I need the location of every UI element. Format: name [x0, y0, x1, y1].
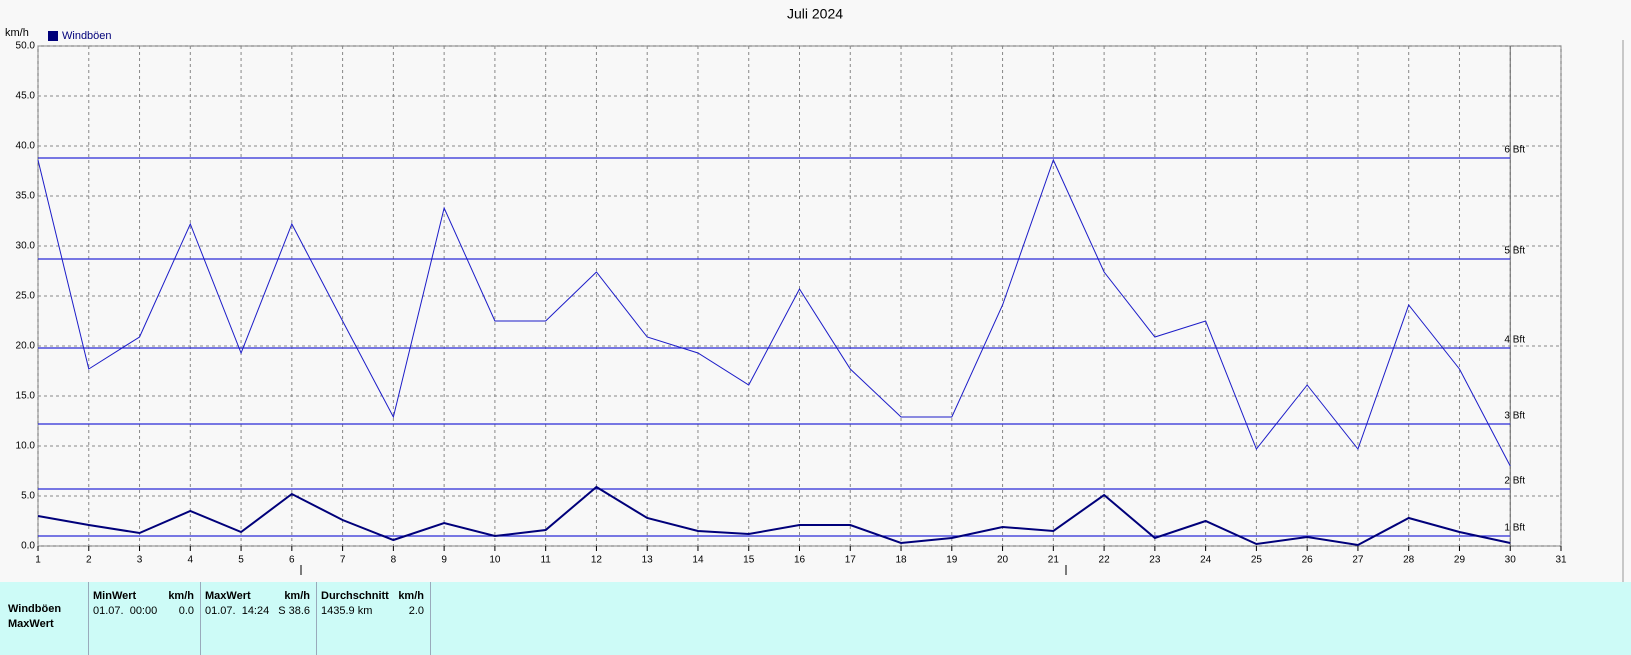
- row-label: Windböen: [8, 603, 62, 615]
- y-tick-label: 0.0: [21, 541, 35, 552]
- column-value: 2.0: [408, 605, 424, 617]
- x-tick-label: 5: [238, 555, 244, 566]
- column-header: MaxWert: [205, 590, 251, 602]
- x-tick-label: 24: [1200, 555, 1212, 566]
- x-tick-label: 23: [1149, 555, 1161, 566]
- x-tick-label: 4: [188, 555, 194, 566]
- chart-title: Juli 2024: [787, 6, 843, 22]
- separator: [200, 582, 201, 655]
- legend-label: Windböen: [62, 30, 112, 42]
- separator: [430, 582, 431, 655]
- x-tick-label: 27: [1352, 555, 1364, 566]
- x-tick-label: 21: [1048, 555, 1060, 566]
- y-tick-label: 15.0: [16, 391, 36, 402]
- beaufort-label: 1 Bft: [1504, 523, 1525, 534]
- x-tick-label: 19: [946, 555, 958, 566]
- column-value: 0.0: [178, 605, 194, 617]
- x-tick-label: 29: [1454, 555, 1466, 566]
- column-detail: 01.07. 00:00: [93, 605, 158, 617]
- column-unit: km/h: [398, 590, 424, 602]
- y-tick-label: 35.0: [16, 191, 36, 202]
- y-tick-label: 50.0: [16, 41, 36, 52]
- x-tick-label: 6: [289, 555, 295, 566]
- beaufort-label: 2 Bft: [1504, 476, 1525, 487]
- column-unit: km/h: [284, 590, 310, 602]
- x-tick-label: 13: [642, 555, 654, 566]
- x-tick-label: 28: [1403, 555, 1415, 566]
- column-header: MinWert: [93, 590, 137, 602]
- series-line: [37, 158, 1511, 467]
- x-tick-label: 11: [540, 555, 551, 566]
- column-unit: km/h: [168, 590, 194, 602]
- column-value: S 38.6: [278, 605, 310, 617]
- column-header: Durchschnitt: [321, 590, 389, 602]
- x-tick-label: 9: [441, 555, 447, 566]
- x-tick-label: 30: [1505, 555, 1517, 566]
- y-tick-label: 45.0: [16, 91, 36, 102]
- x-tick-label: 20: [997, 555, 1009, 566]
- y-axis-unit: km/h: [5, 27, 29, 39]
- column-detail: 1435.9 km: [321, 605, 373, 617]
- x-tick-label: 14: [692, 555, 704, 566]
- y-tick-label: 25.0: [16, 291, 36, 302]
- row-label: MaxWert: [8, 618, 54, 630]
- legend-swatch: [48, 31, 58, 41]
- y-tick-label: 10.0: [16, 441, 36, 452]
- x-tick-label: 8: [391, 555, 397, 566]
- column-detail: 01.07. 14:24: [205, 605, 270, 617]
- series-line: [37, 485, 1511, 547]
- x-tick-label: 1: [35, 555, 41, 566]
- stats-table: Windböen MaxWert MinWert km/h 01.07. 00:00 0.…: [0, 582, 1631, 655]
- x-tick-label: 16: [794, 555, 806, 566]
- beaufort-label: 6 Bft: [1504, 145, 1525, 156]
- x-tick-label: 26: [1302, 555, 1314, 566]
- x-tick-label: 31: [1555, 555, 1567, 566]
- separator: [88, 582, 89, 655]
- y-tick-label: 30.0: [16, 241, 36, 252]
- x-tick-label: 10: [489, 555, 501, 566]
- x-tick-label: 15: [743, 555, 755, 566]
- chart: Juli 2024 km/h 0.0 5.0 10.0 15.0 20.0 25.0 30.…: [5, 6, 1624, 582]
- x-tick-label: 12: [591, 555, 603, 566]
- separator: [316, 582, 317, 655]
- y-tick-label: 20.0: [16, 341, 36, 352]
- beaufort-label: 4 Bft: [1504, 335, 1525, 346]
- y-tick-label: 5.0: [21, 491, 35, 502]
- x-tick-label: 2: [86, 555, 92, 566]
- x-tick-label: 3: [137, 555, 143, 566]
- x-tick-label: 17: [845, 555, 857, 566]
- x-tick-label: 22: [1099, 555, 1111, 566]
- x-tick-label: 18: [895, 555, 907, 566]
- beaufort-label: 5 Bft: [1504, 246, 1525, 257]
- y-tick-label: 40.0: [16, 141, 36, 152]
- x-tick-label: 25: [1251, 555, 1263, 566]
- x-tick-label: 7: [340, 555, 346, 566]
- beaufort-label: 3 Bft: [1504, 411, 1525, 422]
